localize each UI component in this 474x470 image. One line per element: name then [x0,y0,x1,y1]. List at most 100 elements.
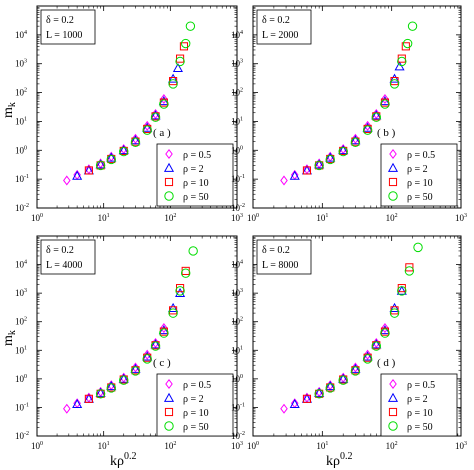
data-point [405,263,414,272]
y-tick-label: 100 [231,374,243,384]
x-tick-label: 102 [386,213,398,223]
data-point [363,353,372,362]
data-point [130,137,141,147]
data-point [150,112,161,122]
x-tick-label: 101 [98,213,110,223]
legend-marker [389,378,397,390]
legend-label: ρ = 10 [183,408,209,419]
y-tick-label: 100 [231,145,243,155]
data-point [302,394,312,403]
data-point [397,286,407,296]
legend-marker [388,407,398,417]
data-point [314,160,324,171]
data-point [338,146,348,157]
data-point [150,339,161,349]
data-point [325,154,335,165]
data-point [280,175,288,186]
y-tick-label: 102 [231,88,243,98]
data-point [325,381,336,391]
data-point [401,42,410,51]
data-point [380,99,390,109]
data-point [95,160,106,171]
data-point [379,325,390,335]
x-tick-label: 103 [455,441,467,451]
delta-label: δ = 0.2 [46,245,74,256]
legend-label: ρ = 0.5 [407,380,435,391]
legend-label: ρ = 10 [407,178,433,189]
data-point [130,366,141,376]
data-point [389,308,400,318]
data-point [72,398,83,409]
y-tick-label: 100 [15,374,27,384]
y-tick-label: 104 [15,30,27,40]
data-point [172,62,183,73]
data-point [413,242,423,253]
data-point [131,133,140,144]
y-tick-label: 104 [15,260,27,270]
x-axis-title-left: kρ0.2 [110,451,137,469]
y-tick-label: 102 [15,88,27,98]
y-tick-label: 10-1 [15,174,29,184]
legend-marker [387,392,399,402]
data-point [338,145,349,155]
data-point [315,161,324,170]
x-tick-label: 102 [386,441,398,451]
L-label: L = 1000 [46,30,82,41]
legend-label: ρ = 0.5 [183,150,211,161]
legend-label: ρ = 0.5 [183,380,211,391]
y-tick-label: 10-2 [231,203,245,213]
data-point [119,146,129,157]
x-tick-label: 102 [164,441,176,451]
data-point [350,137,361,147]
panel-d: 10-2 10-1 100 101 102 103 104 100 101 102 103 δ = 0… [231,235,467,451]
data-point [315,389,324,398]
params-box [256,9,312,45]
L-label: L = 8000 [262,260,298,271]
data-point [142,351,153,361]
params-box [40,239,96,275]
y-tick-label: 104 [231,30,243,40]
legend-box [380,373,458,437]
data-point [350,135,361,145]
y-tick-label: 10-2 [15,431,29,441]
y-tick-label: 10-1 [231,174,245,184]
legend-label: ρ = 2 [407,164,428,175]
data-point [314,387,325,397]
delta-label: δ = 0.2 [46,15,74,26]
y-tick-label: 103 [15,59,27,69]
data-point [404,266,415,276]
data-point [289,170,300,180]
data-point [150,110,161,120]
x-tick-label: 103 [455,213,467,223]
data-point [150,341,161,351]
params-box [40,9,96,45]
data-point [142,354,152,364]
data-point [175,56,185,67]
data-point [380,328,390,338]
data-point [188,246,198,256]
legend-marker [164,191,174,201]
y-axis-title-lower: mk [1,330,18,346]
y-axis-title: mk [1,102,18,118]
data-point [371,112,381,122]
data-point [143,124,152,133]
data-point [381,323,389,334]
data-point [168,79,178,89]
legend-box [156,143,234,207]
data-point [143,353,152,362]
data-point [84,166,93,175]
legend-marker [388,177,398,187]
legend-marker [389,148,397,160]
y-tick-label: 101 [15,116,27,126]
data-point [119,375,129,385]
x-axis-title-right: kρ0.2 [326,451,353,469]
data-point [351,133,360,144]
panels-root: 10-2 10-1 100 101 102 103 104 100 101 102 103 δ = 0… [15,5,467,451]
data-point [168,302,179,312]
data-point [180,38,191,49]
legend-label: ρ = 10 [183,178,209,189]
panel-tag: ( b ) [377,127,396,139]
legend-marker [163,162,175,172]
data-point [168,73,179,83]
data-point [179,42,189,51]
